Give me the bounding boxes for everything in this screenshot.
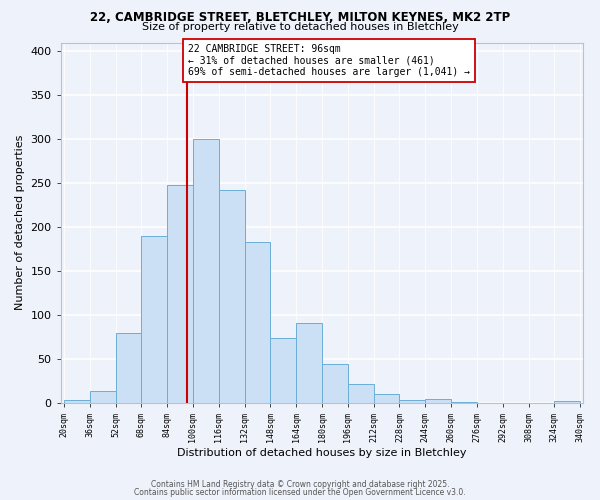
Bar — [64, 400, 90, 403]
Bar — [271, 338, 296, 403]
Bar — [451, 402, 477, 403]
Bar — [116, 332, 142, 403]
Bar — [142, 236, 167, 403]
Bar — [400, 400, 425, 403]
Bar — [374, 394, 400, 403]
Text: 22, CAMBRIDGE STREET, BLETCHLEY, MILTON KEYNES, MK2 2TP: 22, CAMBRIDGE STREET, BLETCHLEY, MILTON … — [90, 11, 510, 24]
Text: Size of property relative to detached houses in Bletchley: Size of property relative to detached ho… — [142, 22, 458, 32]
Bar — [90, 390, 116, 403]
Bar — [245, 242, 271, 403]
Bar — [554, 401, 580, 403]
Y-axis label: Number of detached properties: Number of detached properties — [15, 135, 25, 310]
Text: Contains public sector information licensed under the Open Government Licence v3: Contains public sector information licen… — [134, 488, 466, 497]
Text: 22 CAMBRIDGE STREET: 96sqm
← 31% of detached houses are smaller (461)
69% of sem: 22 CAMBRIDGE STREET: 96sqm ← 31% of deta… — [188, 44, 470, 78]
Bar — [193, 139, 219, 403]
Bar — [348, 384, 374, 403]
Bar — [167, 185, 193, 403]
Bar — [219, 190, 245, 403]
Bar — [296, 323, 322, 403]
Bar — [425, 398, 451, 403]
Text: Contains HM Land Registry data © Crown copyright and database right 2025.: Contains HM Land Registry data © Crown c… — [151, 480, 449, 489]
X-axis label: Distribution of detached houses by size in Bletchley: Distribution of detached houses by size … — [177, 448, 467, 458]
Bar — [322, 364, 348, 403]
